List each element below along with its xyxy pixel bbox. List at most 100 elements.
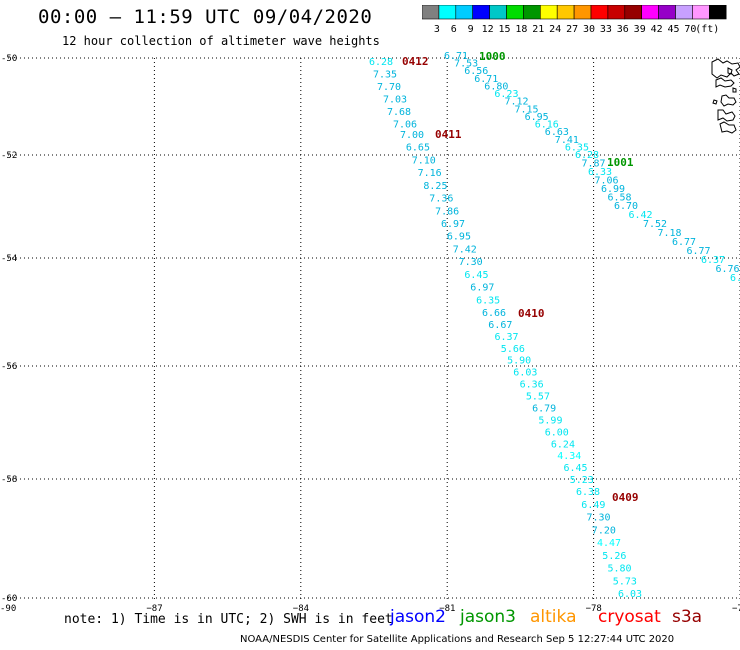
swh-value: 6.76 [716, 264, 740, 275]
swh-value: 6.16 [535, 120, 559, 131]
swh-value: 5.57 [526, 392, 550, 403]
colorbar-label: 9 [468, 24, 474, 35]
pass-time-label: 1001 [607, 156, 634, 169]
swh-value: 6.97 [470, 283, 494, 294]
lat-tick-label: -50 [1, 54, 17, 64]
swh-value: 6.95 [525, 112, 549, 123]
swh-value: 7.03 [383, 95, 407, 106]
swh-value: 6.71 [444, 51, 468, 62]
legend-jason3: jason3 [460, 607, 516, 627]
swh-value: 6.77 [687, 246, 711, 257]
swh-value: 6.42 [629, 210, 653, 221]
lat-tick-label: -52 [1, 151, 17, 161]
swh-value: 4.34 [557, 451, 581, 462]
swh-value: 5.26 [602, 551, 626, 562]
swh-value: 6.38 [576, 487, 600, 498]
swh-value: 6.28 [369, 57, 393, 68]
colorbar-label: 21 [532, 24, 544, 35]
swh-value: 6.45 [464, 270, 488, 281]
swh-value: 6.80 [484, 82, 508, 93]
swh-value: 6.66 [482, 308, 506, 319]
swh-value: 6.03 [513, 368, 537, 379]
colorbar-label: 45 [667, 24, 679, 35]
swh-value: 6.99 [601, 184, 625, 195]
wave-height-colorbar: 3 6 9 12 15 18 21 24 27 30 33 36 39 42 45 70(ft) [422, 5, 727, 35]
pass-time-label: 0411 [435, 128, 462, 141]
swh-value: 8.25 [423, 181, 447, 192]
swh-value: 6.3 [730, 273, 740, 284]
swh-value: 6.24 [551, 439, 575, 450]
swh-value: 7.16 [418, 168, 442, 179]
swh-value: 7.70 [377, 82, 401, 93]
lat-tick-label: -58 [1, 475, 17, 485]
swh-value: 7.36 [429, 194, 453, 205]
map-title: 00:00 – 11:59 UTC 09/04/2020 [38, 6, 373, 28]
swh-value: 6.03 [618, 589, 642, 600]
swh-value: 6.65 [406, 143, 430, 154]
swh-value: 5.66 [501, 344, 525, 355]
swh-value: 6.33 [588, 167, 612, 178]
colorbar-label: 27 [566, 24, 578, 35]
swh-value: 5.23 [570, 475, 594, 486]
swh-value: 5.99 [538, 415, 562, 426]
swh-value: 6.79 [532, 404, 556, 415]
swh-value: 6.70 [614, 201, 638, 212]
colorbar-label: (ft) [695, 24, 719, 35]
colorbar-label: 30 [583, 24, 595, 35]
swh-value: 7.10 [412, 155, 436, 166]
lon-tick-label: −84 [293, 604, 309, 614]
swh-value: 7.41 [555, 135, 579, 146]
legend-s3a: s3a [672, 607, 703, 627]
swh-value: 7.86 [435, 206, 459, 217]
lat-tick-label: -56 [1, 362, 17, 372]
legend-altika: altika [530, 607, 577, 627]
swh-value: 5.73 [613, 576, 637, 587]
swh-value: 6.45 [564, 463, 588, 474]
legend-jason2: jason2 [390, 607, 446, 627]
coastline-islands [711, 58, 740, 134]
swh-value: 6.37 [701, 255, 725, 266]
swh-value: 7.06 [595, 176, 619, 187]
lon-tick-label: −87 [146, 604, 162, 614]
swh-value: 6.23 [494, 89, 518, 100]
legend-cryosat: cryosat [598, 607, 661, 627]
swh-value: 5.90 [507, 356, 531, 367]
colorbar-label: 42 [651, 24, 663, 35]
altimeter-tracks: 6.287.357.707.037.687.067.006.657.107.16… [369, 50, 740, 600]
swh-value: 7.53 [454, 59, 478, 70]
lat-tick-label: -60 [1, 594, 17, 604]
swh-value: 6.00 [545, 427, 569, 438]
swh-value: 7.18 [658, 228, 682, 239]
colorbar-label: 24 [549, 24, 561, 35]
swh-value: 7.15 [515, 104, 539, 115]
swh-value: 7.52 [643, 219, 667, 230]
colorbar-label: 36 [617, 24, 629, 35]
swh-value: 6.28 [575, 150, 599, 161]
swh-value: 6.63 [545, 127, 569, 138]
swh-value: 7.30 [587, 513, 611, 524]
axis-tick-labels: -50 -52 -54 -56 -58 -60 −87 −84 −81 −78 −75 -90 [0, 54, 740, 614]
colorbar-label: 15 [498, 24, 510, 35]
swh-value: 7.87 [582, 159, 606, 170]
swh-value: 6.36 [520, 380, 544, 391]
pass-time-label: 0410 [518, 307, 545, 320]
pass-time-label: 0409 [612, 491, 639, 504]
swh-value: 6.56 [464, 66, 488, 77]
lon-tick-label: −75 [732, 604, 740, 614]
colorbar-swatch [708, 5, 727, 20]
lon-tick-label: −78 [586, 604, 602, 614]
colorbar-label: 39 [634, 24, 646, 35]
swh-value: 7.12 [505, 97, 529, 108]
credit-line: NOAA/NESDIS Center for Satellite Applica… [240, 634, 675, 645]
swh-value: 4.47 [597, 538, 621, 549]
pass-time-label: 1000 [479, 50, 506, 63]
swh-value: 6.35 [476, 295, 500, 306]
swh-value: 6.58 [608, 193, 632, 204]
swh-value: 7.06 [393, 120, 417, 131]
colorbar-label: 12 [482, 24, 494, 35]
colorbar-label: 3 [434, 24, 440, 35]
colorbar-label: 70 [684, 24, 696, 35]
swh-value: 6.49 [581, 500, 605, 511]
swh-value: 5.80 [608, 564, 632, 575]
